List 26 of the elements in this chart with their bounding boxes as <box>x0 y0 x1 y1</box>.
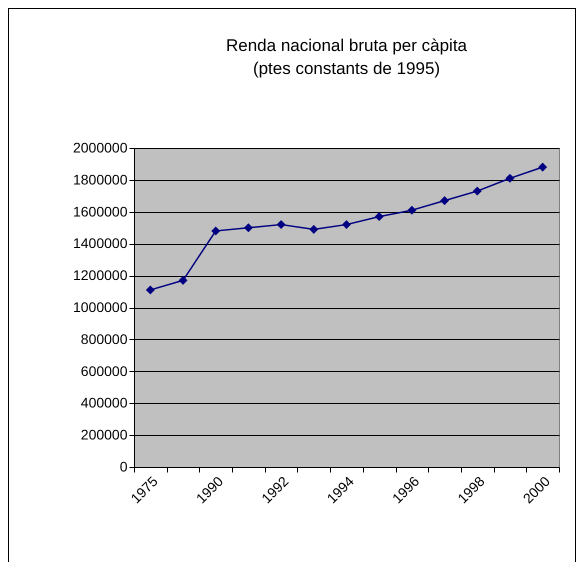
y-tick-label: 2000000 <box>72 140 128 156</box>
y-tick-label: 1400000 <box>72 235 128 252</box>
y-tick-label: 0 <box>120 458 128 474</box>
chart-title: Renda nacional bruta per càpita <box>226 36 468 55</box>
point <box>276 220 286 230</box>
point <box>178 276 188 285</box>
y-tick-label: 1800000 <box>72 171 128 188</box>
point <box>374 212 384 222</box>
point <box>505 174 514 183</box>
chart-subtitle: (ptes constants de 1995) <box>252 59 440 78</box>
y-tick-label: 600000 <box>80 362 128 379</box>
y-tick-label: 200000 <box>80 426 128 443</box>
point <box>407 206 416 215</box>
point <box>244 223 253 232</box>
y-tick-label: 1200000 <box>72 267 128 284</box>
point <box>342 220 351 230</box>
point <box>211 226 220 236</box>
y-tick-label: 800000 <box>80 330 128 347</box>
y-tick-label: 400000 <box>80 394 128 411</box>
point <box>440 196 450 206</box>
point <box>472 186 482 196</box>
y-tick-label: 1600000 <box>72 203 128 220</box>
point <box>146 285 155 294</box>
point <box>538 162 548 172</box>
point <box>309 224 318 234</box>
y-tick-label: 1000000 <box>72 299 128 315</box>
